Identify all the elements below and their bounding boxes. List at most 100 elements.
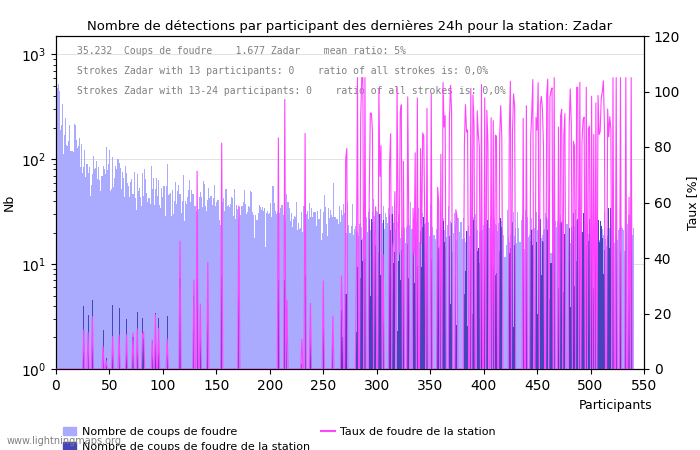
Bar (304, 217, 306, 450)
Bar (542, 241, 543, 450)
Bar (606, 247, 607, 450)
Bar (228, 205, 229, 450)
Bar (126, 319, 127, 450)
Bar (568, 229, 570, 450)
Bar (473, 220, 475, 450)
Bar (143, 338, 144, 450)
Bar (394, 225, 395, 450)
Bar (514, 245, 515, 450)
Bar (620, 252, 621, 450)
Bar (108, 164, 109, 450)
Bar (132, 338, 134, 450)
Bar (370, 296, 371, 450)
Bar (106, 147, 107, 450)
Bar (495, 275, 496, 450)
Bar (531, 218, 532, 450)
Bar (507, 210, 508, 450)
Bar (525, 210, 526, 450)
Bar (300, 228, 302, 450)
Bar (455, 225, 456, 450)
Bar (491, 236, 493, 450)
Bar (450, 304, 451, 450)
Bar (120, 189, 122, 450)
Bar (179, 194, 181, 450)
Bar (505, 245, 507, 450)
Bar (118, 163, 120, 450)
Bar (486, 224, 487, 450)
Bar (156, 178, 157, 450)
Bar (496, 273, 497, 450)
Bar (543, 230, 544, 450)
Bar (155, 314, 156, 450)
Bar (461, 222, 462, 450)
Bar (318, 219, 319, 450)
Bar (264, 207, 265, 450)
Bar (495, 224, 496, 450)
Bar (209, 198, 211, 450)
Bar (69, 125, 71, 450)
Bar (217, 201, 218, 450)
Bar (67, 145, 69, 450)
Bar (578, 207, 580, 450)
Bar (252, 212, 253, 450)
Bar (462, 239, 463, 450)
Bar (557, 221, 558, 450)
Bar (325, 207, 326, 450)
Bar (296, 202, 297, 450)
Bar (388, 208, 389, 450)
Bar (523, 228, 524, 450)
Bar (482, 230, 483, 450)
Bar (430, 228, 432, 450)
Bar (534, 228, 536, 450)
Bar (598, 240, 600, 450)
Bar (323, 212, 324, 450)
Bar (623, 230, 624, 450)
Bar (588, 241, 589, 450)
Bar (176, 204, 177, 450)
Bar (73, 152, 74, 450)
Bar (292, 227, 293, 450)
Bar (558, 225, 559, 450)
Bar (326, 224, 327, 450)
Bar (540, 219, 541, 450)
Bar (191, 190, 193, 450)
Bar (138, 191, 139, 450)
Bar (177, 191, 178, 450)
Bar (363, 205, 365, 450)
Text: Participants: Participants (579, 400, 653, 413)
Bar (130, 182, 132, 450)
Y-axis label: Taux [%]: Taux [%] (686, 175, 699, 230)
Bar (377, 212, 378, 450)
Bar (315, 212, 316, 450)
Bar (564, 234, 566, 450)
Bar (546, 217, 547, 450)
Bar (288, 208, 290, 450)
Bar (508, 237, 509, 450)
Bar (278, 222, 279, 450)
Bar (538, 230, 539, 450)
Bar (479, 263, 480, 450)
Bar (104, 174, 106, 450)
Bar (604, 250, 605, 450)
Bar (509, 242, 510, 450)
Bar (244, 190, 245, 450)
Bar (78, 145, 79, 450)
Bar (603, 274, 604, 450)
Bar (479, 232, 480, 450)
Bar (118, 309, 120, 450)
Bar (616, 238, 617, 450)
Bar (498, 223, 499, 450)
Bar (622, 228, 623, 450)
Bar (478, 248, 479, 450)
Bar (485, 234, 486, 450)
Bar (621, 227, 622, 450)
Bar (116, 169, 118, 450)
Bar (608, 233, 609, 450)
Bar (371, 220, 372, 450)
Bar (588, 234, 589, 450)
Bar (416, 266, 418, 450)
Bar (220, 225, 221, 450)
Bar (434, 235, 435, 450)
Bar (469, 236, 470, 450)
Bar (394, 252, 395, 450)
